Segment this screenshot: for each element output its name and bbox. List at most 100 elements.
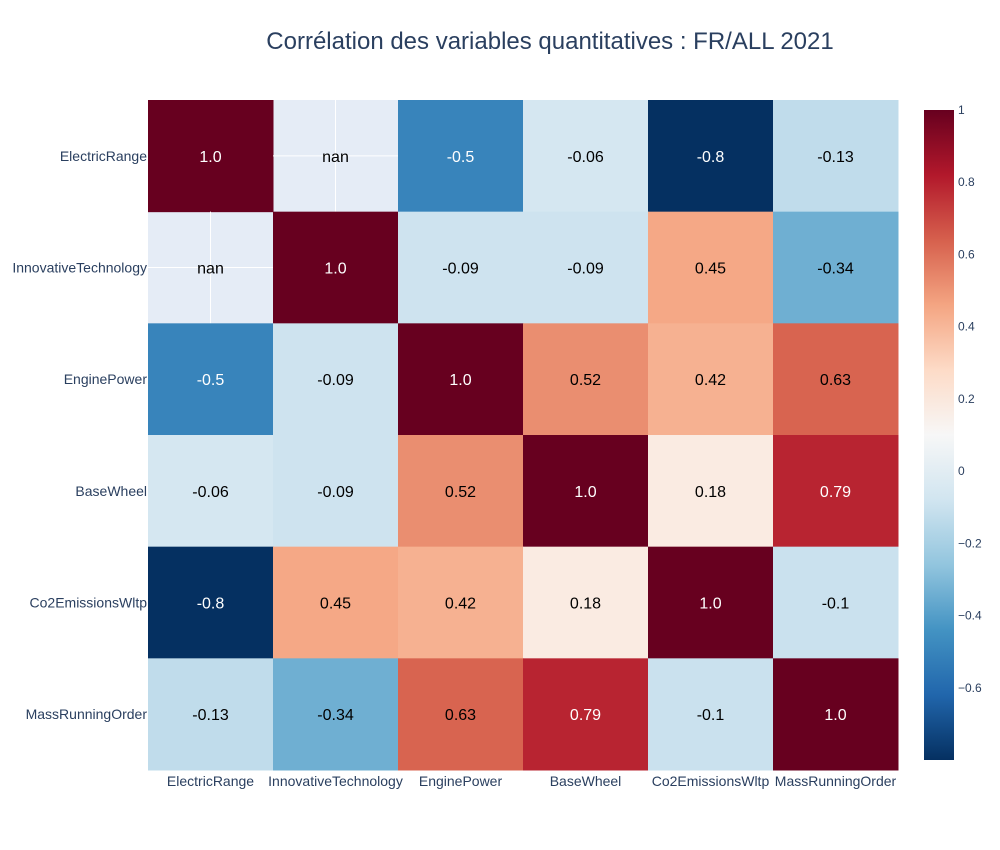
- heatmap-cell: [648, 658, 774, 771]
- heatmap-cell-label: 0.79: [570, 707, 601, 724]
- heatmap-cell-label: -0.09: [567, 261, 604, 278]
- colorbar-gradient: [924, 110, 954, 760]
- heatmap-cell: [773, 435, 899, 548]
- heatmap-cell-label: -0.34: [317, 707, 354, 724]
- x-axis-tick-label: ElectricRange: [167, 773, 254, 789]
- heatmap-cell: [273, 546, 399, 659]
- colorbar-tick-label: 0: [958, 464, 965, 478]
- y-axis-tick-labels: ElectricRange InnovativeTechnology EngineP…: [12, 148, 147, 722]
- heatmap-cell-label: 0.18: [570, 596, 601, 613]
- heatmap-cell: [398, 658, 524, 771]
- heatmap-cell: [773, 323, 899, 436]
- heatmap-cell-label: 0.18: [695, 484, 726, 501]
- heatmap-cell: [648, 211, 774, 324]
- heatmap-cell-label: -0.8: [697, 149, 725, 166]
- heatmap-cell: [398, 546, 524, 659]
- heatmap-cell: [773, 211, 899, 324]
- heatmap-cell-label: -0.5: [447, 149, 475, 166]
- heatmap-cell: [773, 658, 899, 771]
- heatmap-cell-label: 1.0: [449, 372, 471, 389]
- heatmap-cell: [773, 546, 899, 659]
- heatmap-cell-label: 0.79: [820, 484, 851, 501]
- x-axis-tick-label: EnginePower: [419, 773, 503, 789]
- heatmap-cell-label: 0.45: [695, 261, 726, 278]
- colorbar-tick-label: −0.6: [958, 681, 982, 695]
- heatmap-cell-label: -0.09: [317, 372, 354, 389]
- heatmap-cell-label: nan: [197, 261, 224, 278]
- y-axis-tick-label: BaseWheel: [75, 483, 147, 499]
- heatmap-cell: [773, 100, 899, 213]
- heatmap-cell: [398, 100, 524, 213]
- heatmap-cell-label: 1.0: [824, 707, 846, 724]
- heatmap-cell: [398, 211, 524, 324]
- heatmap-cell: [523, 435, 649, 548]
- heatmap-cell: [648, 546, 774, 659]
- heatmap-cell-label: -0.09: [442, 261, 479, 278]
- heatmap-cell-label: 0.52: [570, 372, 601, 389]
- chart-title: Corrélation des variables quantitatives …: [266, 28, 834, 55]
- heatmap-cell: [523, 323, 649, 436]
- heatmap-cell: [523, 100, 649, 213]
- y-axis-tick-label: EnginePower: [64, 371, 148, 387]
- x-axis-tick-label: MassRunningOrder: [775, 773, 897, 789]
- heatmap-cell-label: 0.63: [820, 372, 851, 389]
- colorbar-tick-label: 0.2: [958, 392, 975, 406]
- heatmap-cell-label: -0.5: [197, 372, 225, 389]
- heatmap-cell: [398, 323, 524, 436]
- heatmap-cells: [148, 100, 899, 771]
- heatmap-cell: [523, 658, 649, 771]
- colorbar-tick-label: −0.2: [958, 536, 982, 550]
- heatmap-cell-label: -0.34: [817, 261, 854, 278]
- heatmap-cell-label: -0.09: [317, 484, 354, 501]
- y-axis-tick-label: InnovativeTechnology: [12, 260, 147, 276]
- heatmap-cell: [398, 435, 524, 548]
- heatmap-cell-label: 0.63: [445, 707, 476, 724]
- heatmap-cell: [648, 323, 774, 436]
- heatmap-cell: [273, 658, 399, 771]
- heatmap-cell-label: -0.06: [567, 149, 604, 166]
- colorbar-tick-label: 1: [958, 103, 965, 117]
- heatmap-cell: [148, 100, 274, 213]
- heatmap-cell-label: 1.0: [574, 484, 596, 501]
- heatmap-cell-label: -0.1: [697, 707, 725, 724]
- colorbar-tick-label: −0.4: [958, 609, 982, 623]
- heatmap-cell: [648, 435, 774, 548]
- heatmap-cell: [273, 435, 399, 548]
- heatmap-cell-label: -0.06: [192, 484, 229, 501]
- heatmap-cell-label: -0.13: [192, 707, 229, 724]
- heatmap-cell-label: -0.8: [197, 596, 225, 613]
- colorbar-tick-label: 0.4: [958, 320, 975, 334]
- y-axis-tick-label: ElectricRange: [60, 148, 147, 164]
- colorbar-tick-label: 0.6: [958, 247, 975, 261]
- heatmap-cell-label: nan: [322, 149, 349, 166]
- heatmap-cell-labels: 1.0 nan -0.5 -0.06 -0.8 -0.13 nan 1.0 -0.09 -0.09…: [192, 149, 854, 724]
- heatmap-cell: [648, 100, 774, 213]
- heatmap-cell: [273, 211, 399, 324]
- x-axis-tick-label: Co2EmissionsWltp: [652, 773, 770, 789]
- heatmap-cell: [523, 546, 649, 659]
- heatmap-cell-label: -0.1: [822, 596, 850, 613]
- x-axis-tick-label: InnovativeTechnology: [268, 773, 403, 789]
- y-axis-tick-label: Co2EmissionsWltp: [30, 595, 148, 611]
- heatmap-cell: [148, 323, 274, 436]
- heatmap-cell-label: 0.45: [320, 596, 351, 613]
- heatmap-cell-label: 0.52: [445, 484, 476, 501]
- heatmap-cell: [148, 435, 274, 548]
- heatmap-cell-label: 1.0: [324, 261, 346, 278]
- heatmap-cell: [148, 546, 274, 659]
- colorbar-tick-label: 0.8: [958, 175, 975, 189]
- heatmap-cell-label: 0.42: [445, 596, 476, 613]
- x-axis-tick-label: BaseWheel: [550, 773, 622, 789]
- heatmap-cell-label: 1.0: [199, 149, 221, 166]
- heatmap-cell: [148, 658, 274, 771]
- colorbar: 1 0.8 0.6 0.4 0.2 0 −0.2 −0.4 −0.6: [924, 103, 982, 760]
- heatmap-cell: [273, 323, 399, 436]
- y-axis-tick-label: MassRunningOrder: [26, 706, 148, 722]
- heatmap-cell-label: 1.0: [699, 596, 721, 613]
- heatmap-cell-label: 0.42: [695, 372, 726, 389]
- heatmap-cell-label: -0.13: [817, 149, 854, 166]
- x-axis-tick-labels: ElectricRange InnovativeTechnology EngineP…: [167, 773, 897, 789]
- heatmap-cell: [523, 211, 649, 324]
